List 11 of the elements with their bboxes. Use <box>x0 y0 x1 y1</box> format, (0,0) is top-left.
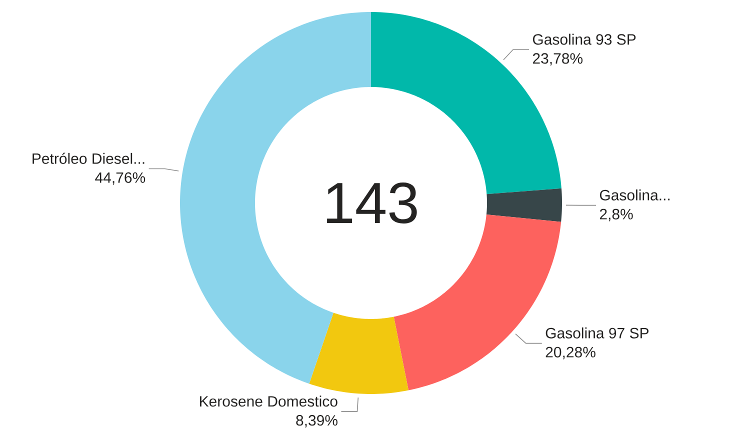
data-label: 44,76% <box>95 172 146 185</box>
slice-label: Kerosene Domestico <box>200 396 338 407</box>
data-label: 8,39% <box>296 415 338 428</box>
slice-label: Petróleo Diesel... <box>32 152 144 164</box>
data-label: 20,28% <box>546 346 596 360</box>
data-label: 23,78% <box>532 53 583 66</box>
text: 143 <box>327 182 417 224</box>
slice-label: Gasolina... <box>600 189 670 200</box>
slice-label: Gasolina 93 SP <box>532 34 636 45</box>
slice-label: Gasolina 97 SP <box>546 327 648 338</box>
data-label: 2,8% <box>600 208 633 222</box>
